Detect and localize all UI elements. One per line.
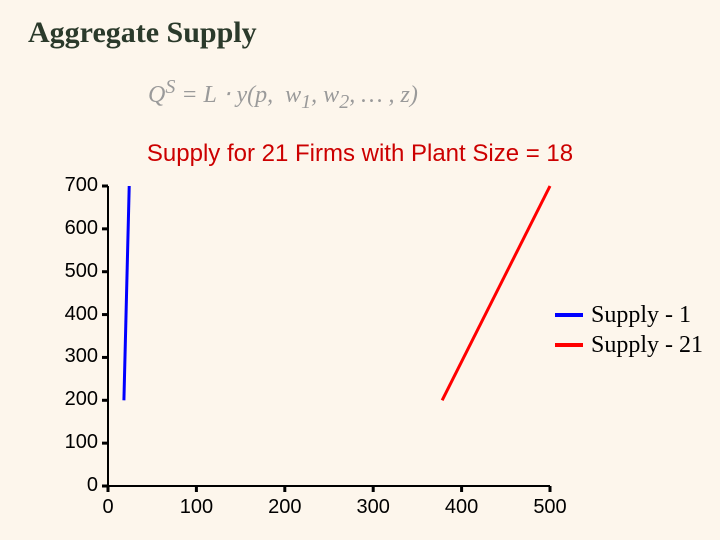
slide-title: Aggregate Supply [28, 16, 257, 50]
y-tick-label: 500 [48, 260, 98, 283]
x-tick-label: 200 [255, 496, 315, 519]
series-line-1 [442, 186, 550, 400]
x-tick-label: 300 [343, 496, 403, 519]
chart-svg [108, 186, 550, 486]
formula: QS = L ⋅ y(p, w1, w2, … , z) [148, 76, 418, 114]
x-tick-label: 100 [166, 496, 226, 519]
y-tick-label: 100 [48, 431, 98, 454]
series-line-0 [124, 186, 129, 400]
y-tick-label: 600 [48, 217, 98, 240]
chart-title: Supply for 21 Firms with Plant Size = 18 [0, 140, 720, 168]
y-tick-label: 400 [48, 303, 98, 326]
chart-plot-area [108, 186, 550, 486]
legend-item: Supply - 1 [555, 300, 703, 330]
x-tick-label: 500 [520, 496, 580, 519]
legend-label: Supply - 1 [591, 302, 691, 329]
y-tick-label: 700 [48, 174, 98, 197]
x-tick-label: 0 [78, 496, 138, 519]
legend-swatch [555, 343, 583, 347]
legend-label: Supply - 21 [591, 332, 703, 359]
legend-item: Supply - 21 [555, 330, 703, 360]
legend-swatch [555, 313, 583, 317]
y-tick-label: 0 [48, 474, 98, 497]
legend: Supply - 1 Supply - 21 [555, 300, 703, 360]
y-tick-label: 200 [48, 388, 98, 411]
slide: Aggregate Supply QS = L ⋅ y(p, w1, w2, …… [0, 0, 720, 540]
y-tick-label: 300 [48, 345, 98, 368]
x-tick-label: 400 [432, 496, 492, 519]
